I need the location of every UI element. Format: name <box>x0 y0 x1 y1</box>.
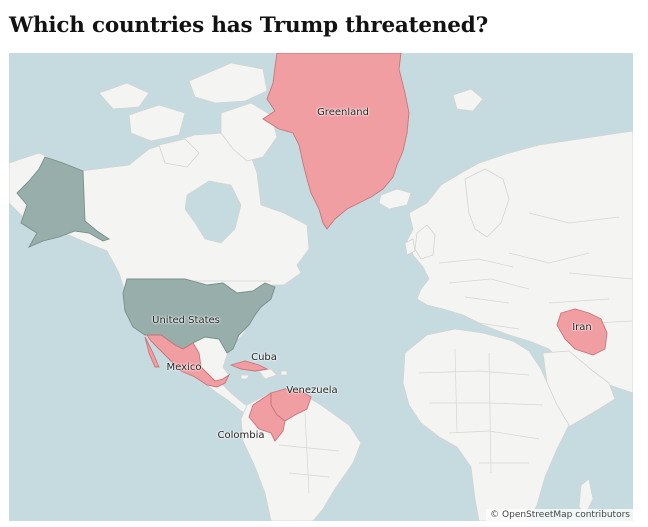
cuba-shape <box>229 360 269 372</box>
baja-california-shape <box>144 336 160 368</box>
hudson-bay <box>184 180 242 244</box>
iran-shape <box>556 308 608 356</box>
puerto-rico <box>280 370 288 376</box>
ellesmere-island <box>188 62 268 104</box>
ireland <box>404 238 416 256</box>
alaska-shape <box>16 156 111 248</box>
jamaica <box>240 374 250 380</box>
label-venezuela: Venezuela <box>286 385 338 396</box>
map-attribution[interactable]: © OpenStreetMap contributors <box>486 509 633 521</box>
europe-borders <box>438 212 620 330</box>
border-layer <box>127 212 633 494</box>
page-title: Which countries has Trump threatened? <box>9 13 489 38</box>
baffin-island <box>220 102 278 162</box>
label-mexico: Mexico <box>166 362 202 373</box>
iceland <box>378 188 412 210</box>
map-canvas <box>9 53 633 521</box>
label-iran: Iran <box>572 322 592 333</box>
south-america-borders <box>278 412 340 494</box>
svalbard <box>452 88 484 112</box>
label-colombia: Colombia <box>217 430 265 441</box>
hispaniola <box>258 368 278 380</box>
madagascar <box>578 478 594 516</box>
highlight-layer <box>16 53 608 442</box>
mexico-shape <box>146 334 231 388</box>
africa-borders <box>418 348 544 474</box>
arctic-island-mid <box>158 138 200 168</box>
africa-landmass <box>402 328 570 521</box>
label-united-states: United States <box>152 315 220 326</box>
greenland-shape <box>262 53 410 230</box>
label-greenland: Greenland <box>317 107 369 118</box>
colombia-shape <box>248 392 286 442</box>
arctic-island-north <box>98 82 150 110</box>
world-map[interactable]: Greenland United States Cuba Mexico Vene… <box>9 53 633 521</box>
arctic-island-west <box>128 104 186 142</box>
scandinavia <box>464 168 510 238</box>
label-cuba: Cuba <box>251 352 277 363</box>
